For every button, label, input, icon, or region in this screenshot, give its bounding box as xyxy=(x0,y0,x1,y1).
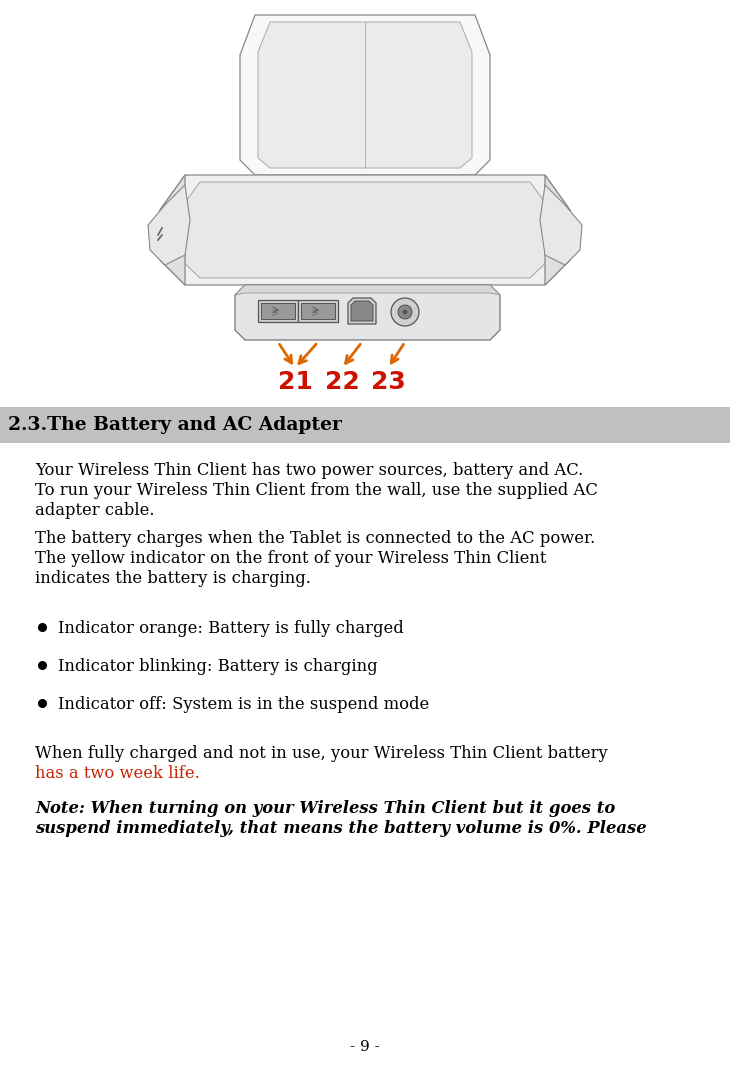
Polygon shape xyxy=(545,175,570,285)
Text: Indicator off: System is in the suspend mode: Indicator off: System is in the suspend … xyxy=(58,696,429,713)
Text: indicates the battery is charging.: indicates the battery is charging. xyxy=(35,570,311,587)
Text: suspend immediately, that means the battery volume is 0%. Please: suspend immediately, that means the batt… xyxy=(35,820,647,837)
Text: - 9 -: - 9 - xyxy=(350,1040,380,1054)
Polygon shape xyxy=(240,15,490,175)
Bar xyxy=(0,407,730,443)
FancyBboxPatch shape xyxy=(298,300,338,322)
Text: Your Wireless Thin Client has two power sources, battery and AC.: Your Wireless Thin Client has two power … xyxy=(35,462,583,479)
Polygon shape xyxy=(160,175,570,285)
Text: The yellow indicator on the front of your Wireless Thin Client: The yellow indicator on the front of you… xyxy=(35,550,546,567)
Polygon shape xyxy=(235,285,500,295)
Polygon shape xyxy=(540,185,582,265)
Polygon shape xyxy=(148,185,190,265)
FancyBboxPatch shape xyxy=(261,303,295,319)
Text: 23: 23 xyxy=(371,370,405,394)
FancyBboxPatch shape xyxy=(258,300,298,322)
FancyBboxPatch shape xyxy=(301,303,335,319)
Polygon shape xyxy=(258,22,472,168)
Text: Indicator orange: Battery is fully charged: Indicator orange: Battery is fully charg… xyxy=(58,620,404,637)
Text: Indicator blinking: Battery is charging: Indicator blinking: Battery is charging xyxy=(58,658,377,675)
Polygon shape xyxy=(178,182,552,278)
Polygon shape xyxy=(160,175,185,285)
Text: The battery charges when the Tablet is connected to the AC power.: The battery charges when the Tablet is c… xyxy=(35,530,595,547)
Circle shape xyxy=(402,309,407,314)
Text: Note: When turning on your Wireless Thin Client but it goes to: Note: When turning on your Wireless Thin… xyxy=(35,800,615,817)
Text: 21: 21 xyxy=(277,370,312,394)
Polygon shape xyxy=(235,285,500,340)
Text: adapter cable.: adapter cable. xyxy=(35,502,155,519)
Polygon shape xyxy=(348,298,376,324)
Polygon shape xyxy=(351,301,373,321)
Text: To run your Wireless Thin Client from the wall, use the supplied AC: To run your Wireless Thin Client from th… xyxy=(35,482,598,499)
Text: 22: 22 xyxy=(325,370,359,394)
Text: has a two week life.: has a two week life. xyxy=(35,765,200,782)
Circle shape xyxy=(391,298,419,326)
Circle shape xyxy=(398,305,412,319)
Text: 2.3.The Battery and AC Adapter: 2.3.The Battery and AC Adapter xyxy=(8,416,342,434)
Text: When fully charged and not in use, your Wireless Thin Client battery: When fully charged and not in use, your … xyxy=(35,745,608,762)
